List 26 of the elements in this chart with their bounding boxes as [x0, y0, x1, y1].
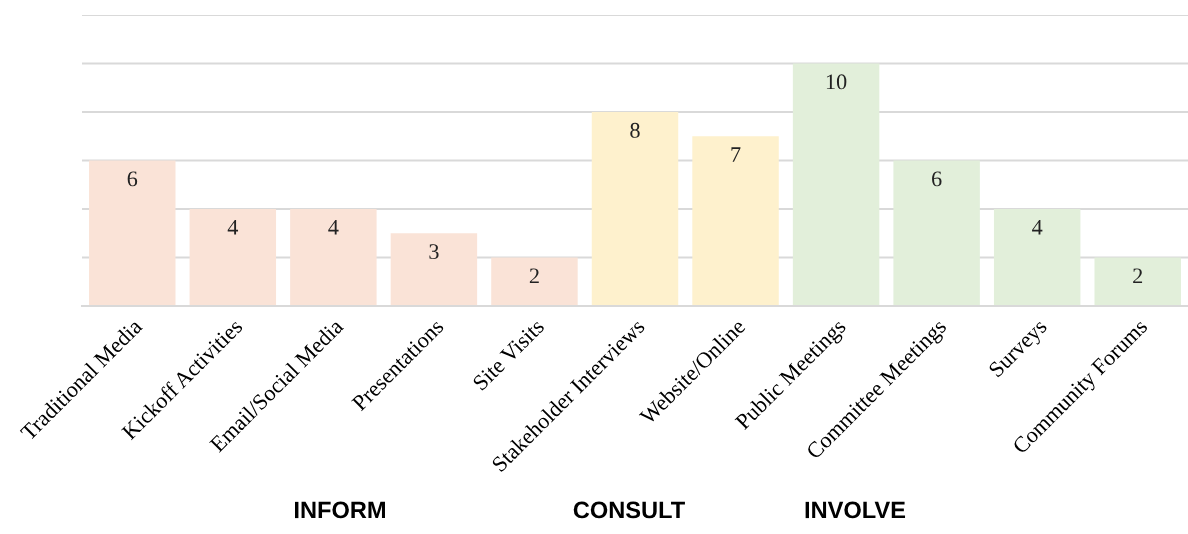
data-label: 4 — [227, 219, 239, 235]
data-label: 6 — [932, 171, 942, 187]
text: INFORM — [295, 501, 385, 519]
bar — [993, 209, 1081, 306]
bar — [491, 257, 578, 306]
bar — [893, 160, 980, 306]
text: CONSULT — [573, 501, 685, 519]
bar — [390, 233, 478, 306]
text: INVOLVE — [805, 501, 906, 519]
data-label: 3 — [429, 244, 439, 260]
bar — [1094, 257, 1181, 306]
data-label: 2 — [529, 268, 539, 284]
data-label: 8 — [630, 122, 640, 138]
bar — [189, 209, 277, 306]
bar — [591, 112, 679, 306]
data-label: 7 — [731, 147, 741, 162]
data-label: 4 — [1032, 219, 1043, 235]
bar — [290, 209, 377, 306]
x-tick-label: Site Visits — [472, 318, 546, 392]
bar — [692, 136, 779, 306]
data-label: 10 — [826, 74, 847, 90]
data-label: 4 — [328, 219, 339, 235]
bar — [89, 160, 176, 306]
bar — [792, 63, 880, 306]
data-label: 2 — [1133, 268, 1143, 284]
data-label: 6 — [127, 171, 138, 187]
